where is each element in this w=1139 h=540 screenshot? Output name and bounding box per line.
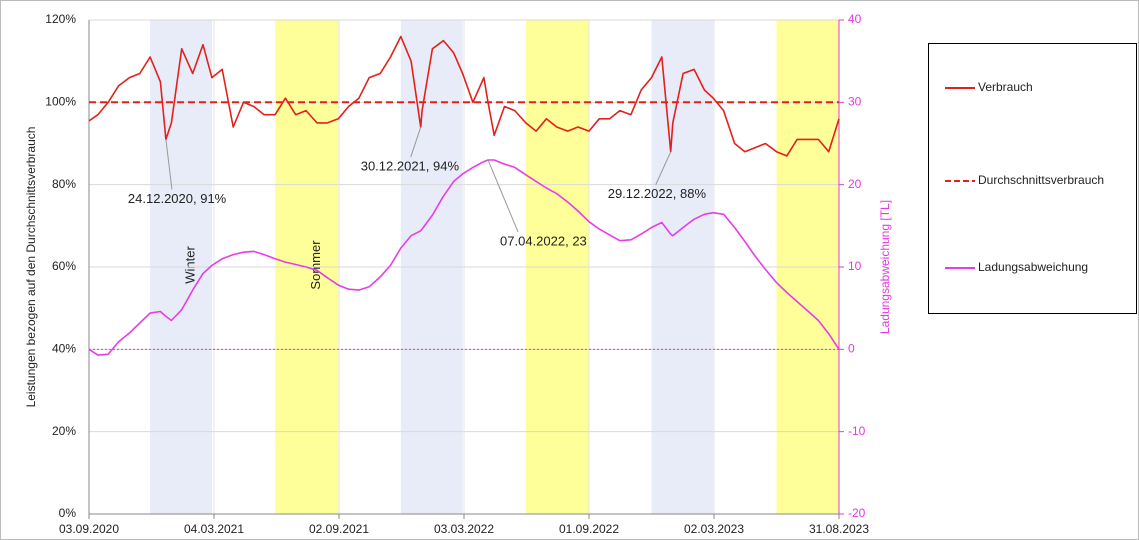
y2-tick-label: -20 xyxy=(848,506,866,520)
series-line xyxy=(88,35,840,157)
x-tick-label: 04.03.2021 xyxy=(184,522,244,536)
y-tick-label: 40% xyxy=(52,342,76,356)
y-tick-label: 80% xyxy=(52,177,76,191)
annotation-leader xyxy=(410,126,422,158)
band-label: Winter xyxy=(182,246,197,284)
annotation-leader xyxy=(655,151,672,185)
y-tick-label: 0% xyxy=(59,506,77,520)
y2-tick-label: 10 xyxy=(848,259,862,273)
y-tick-label: 120% xyxy=(45,12,76,26)
y-axis-title: Leistungen bezogen auf den Durchschnitts… xyxy=(24,127,38,408)
y2-tick-label: 30 xyxy=(848,95,862,109)
annotation-leader xyxy=(487,159,519,233)
y2-tick-label: -10 xyxy=(848,424,866,438)
y-tick-label: 100% xyxy=(45,95,76,109)
x-tick-label: 03.09.2020 xyxy=(59,522,119,536)
series-line xyxy=(88,159,840,356)
x-tick-label: 02.03.2023 xyxy=(684,522,744,536)
annotation-label: 30.12.2021, 94% xyxy=(361,158,460,173)
band-label: Sommer xyxy=(308,240,323,290)
y2-axis-title: Ladungsabweichung [TL] xyxy=(878,200,892,334)
y2-tick-label: 20 xyxy=(848,177,862,191)
legend-label: Ladungsabweichung xyxy=(978,260,1088,274)
annotation-label: 24.12.2020, 91% xyxy=(128,191,227,206)
legend-label: Durchschnittsverbrauch xyxy=(978,173,1104,187)
y2-tick-label: 40 xyxy=(848,12,862,26)
y-tick-label: 20% xyxy=(52,424,76,438)
x-tick-label: 01.09.2022 xyxy=(559,522,619,536)
annotation-label: 29.12.2022, 88% xyxy=(608,186,707,201)
annotation-leader xyxy=(165,139,173,190)
x-tick-label: 31.08.2023 xyxy=(809,522,869,536)
x-tick-label: 02.09.2021 xyxy=(309,522,369,536)
legend-label: Verbrauch xyxy=(978,80,1033,94)
x-tick-label: 03.03.2022 xyxy=(434,522,494,536)
y2-tick-label: 0 xyxy=(848,342,855,356)
annotation-label: 07.04.2022, 23 xyxy=(500,233,587,248)
y-tick-label: 60% xyxy=(52,259,76,273)
